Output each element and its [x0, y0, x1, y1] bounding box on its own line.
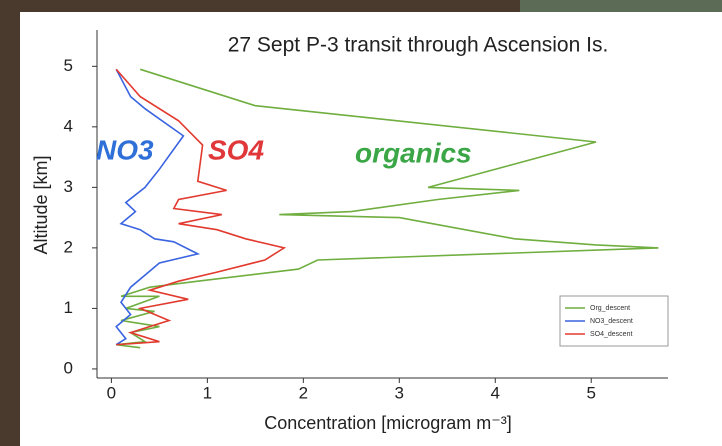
x-tick-label: 2	[299, 383, 308, 402]
y-tick-label: 1	[64, 298, 73, 317]
chart-title: 27 Sept P-3 transit through Ascension Is…	[228, 34, 609, 57]
legend-label: NO3_descent	[590, 318, 633, 325]
x-axis-label: Concentration [microgram m⁻³]	[264, 413, 512, 433]
chart-panel	[20, 12, 722, 446]
x-tick-label: 3	[395, 383, 404, 402]
x-tick-label: 1	[203, 383, 212, 402]
y-tick-label: 0	[64, 358, 73, 377]
legend-label: Org_descent	[590, 305, 630, 312]
x-tick-label: 4	[491, 383, 500, 402]
chart: 27 Sept P-3 transit through Ascension Is…	[0, 0, 722, 446]
y-tick-label: 3	[64, 177, 73, 196]
y-axis-label: Altitude [km]	[31, 155, 51, 254]
annotation: organics	[355, 137, 472, 168]
annotation: SO4	[208, 134, 264, 165]
y-tick-label: 4	[64, 116, 73, 135]
annotation: NO3	[96, 134, 154, 165]
y-tick-label: 2	[64, 237, 73, 256]
photo-background	[520, 0, 722, 14]
x-tick-label: 0	[107, 383, 116, 402]
x-tick-label: 5	[586, 383, 595, 402]
y-tick-label: 5	[64, 56, 73, 75]
legend-label: SO4_descent	[590, 331, 632, 338]
